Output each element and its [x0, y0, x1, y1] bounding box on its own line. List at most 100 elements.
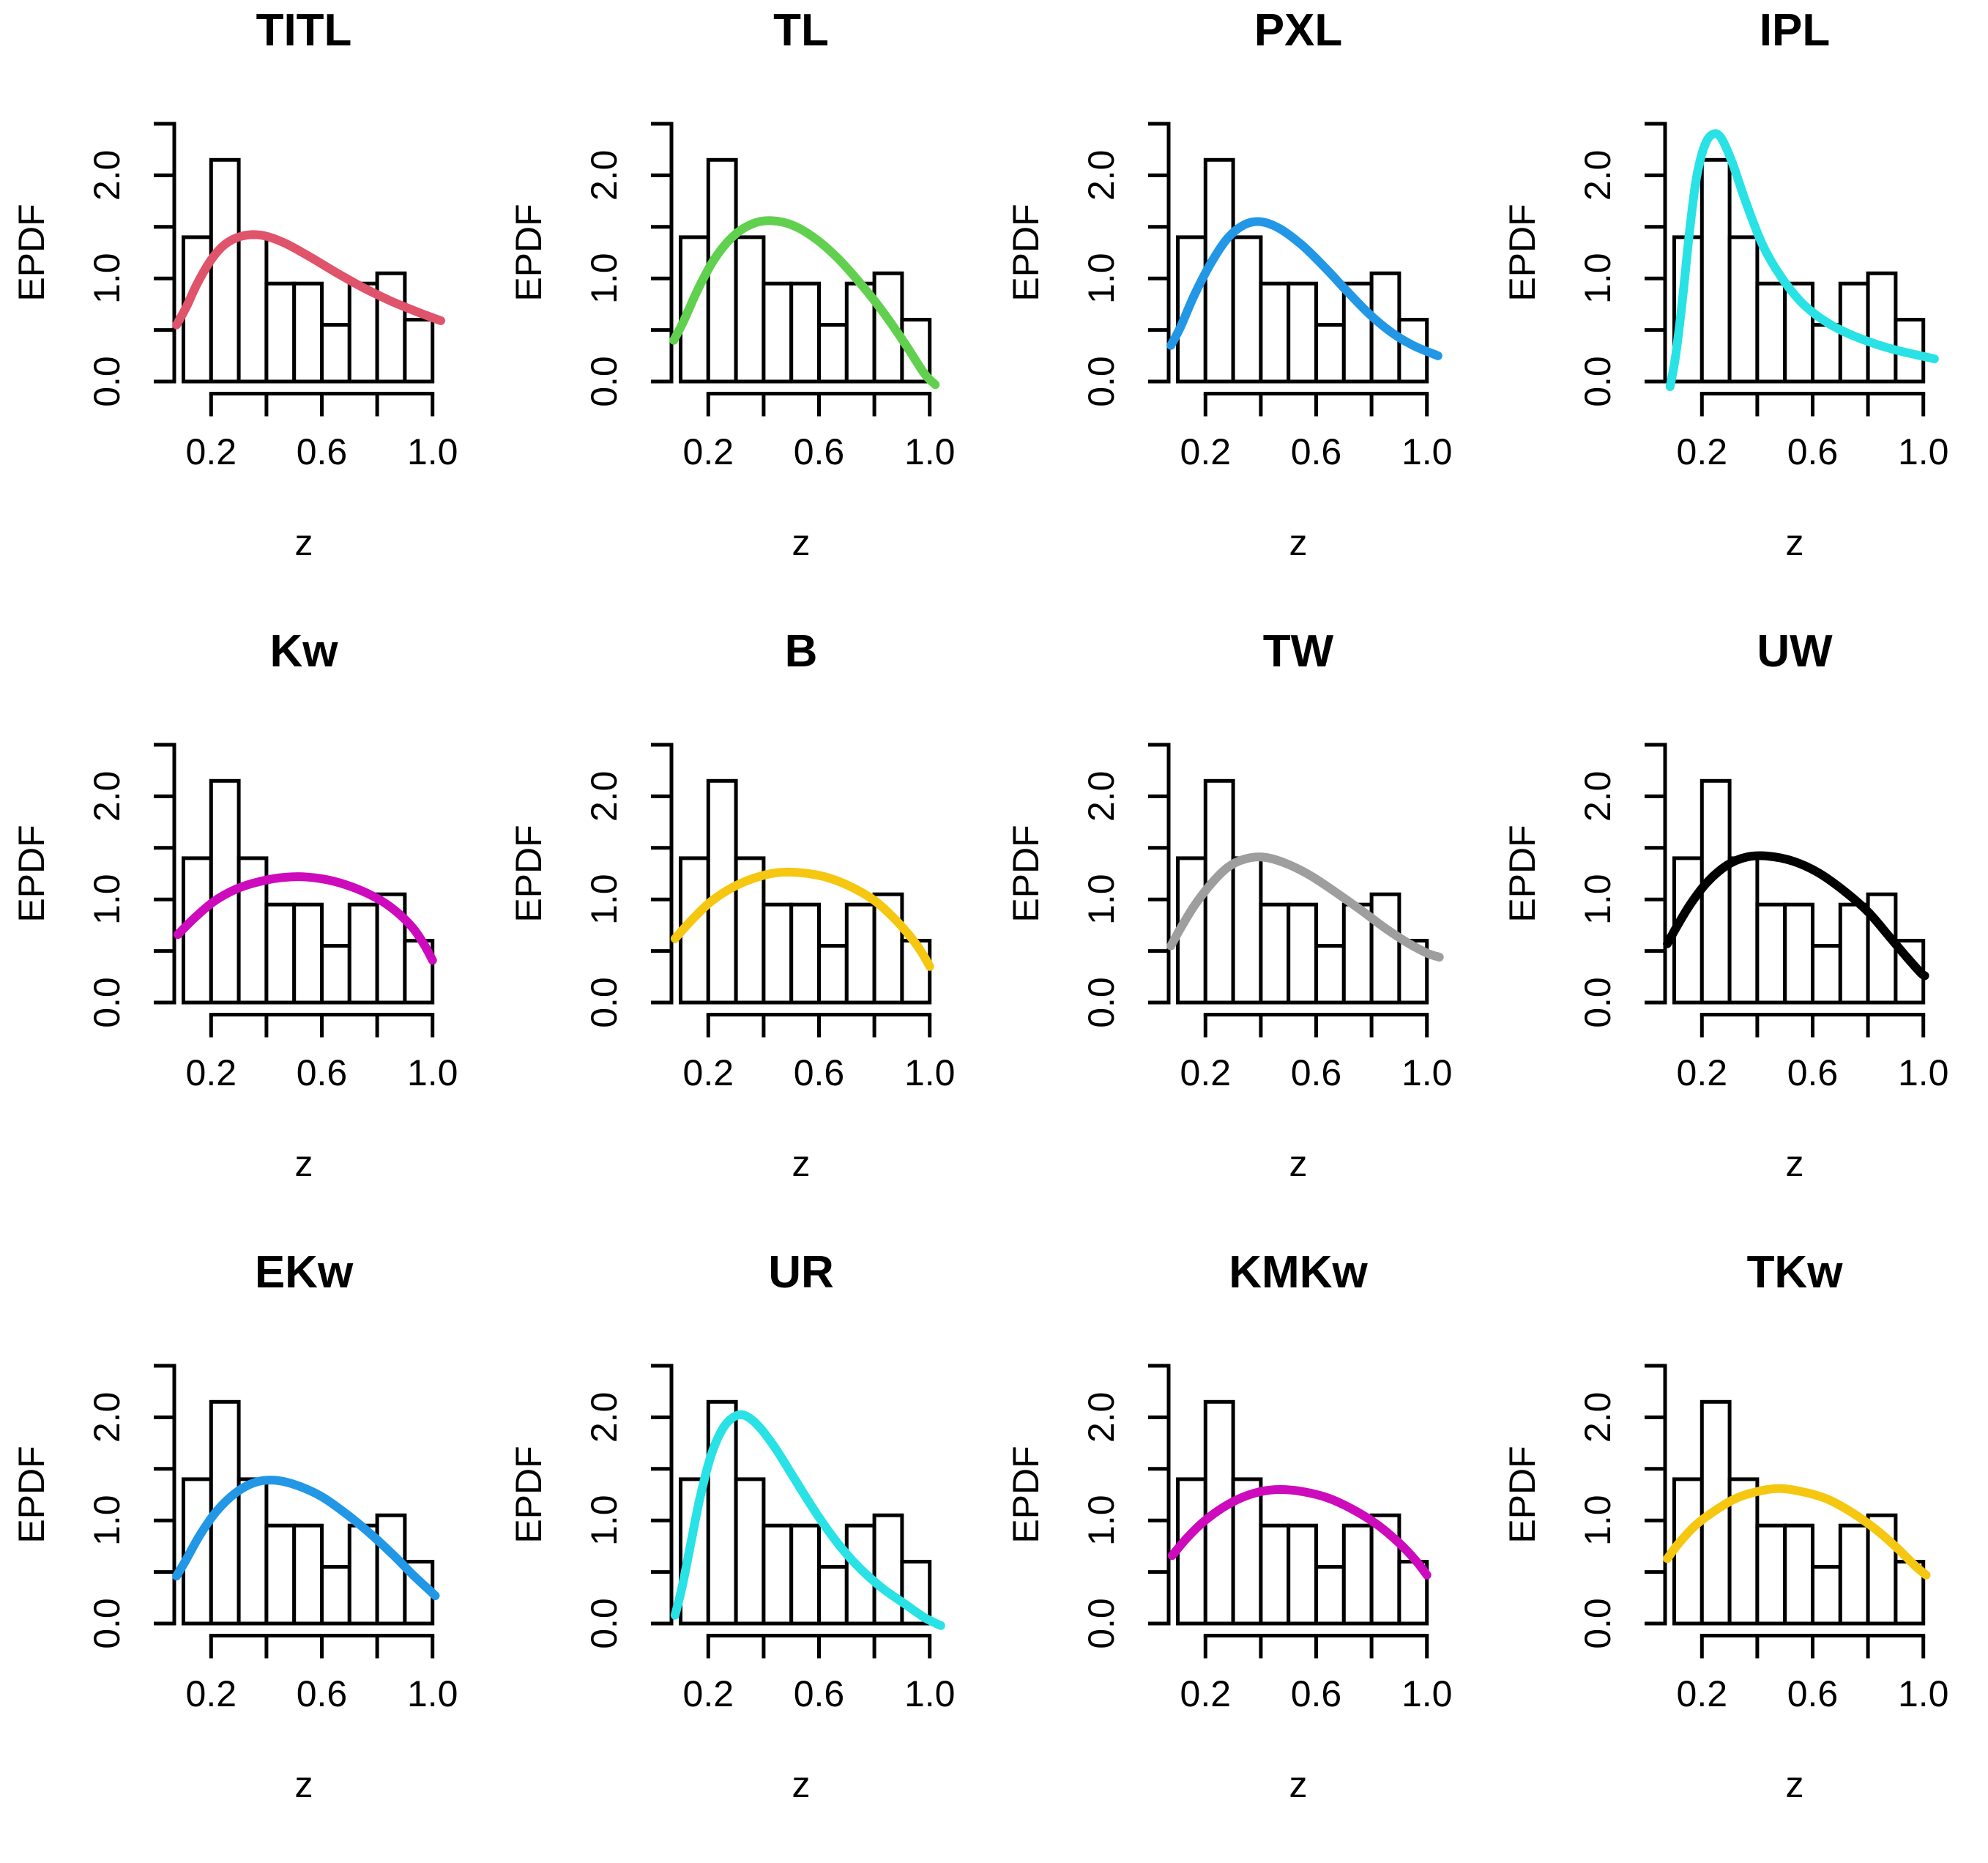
panel-title: UW [1757, 626, 1833, 677]
x-tick-label: 1.0 [904, 431, 956, 472]
y-axis-title: EPDF [508, 204, 549, 301]
density-curve-ipl [1666, 129, 1940, 391]
histogram-chart-tkw: TKw 0.0 1.0 2.0 EPDF 0.2 0.6 1.0 z [1502, 1247, 1948, 1805]
density-curve-ekw [172, 1476, 440, 1600]
x-tick-label: 0.6 [793, 1673, 844, 1714]
histogram-bar [264, 1523, 297, 1626]
panel-b: B 0.0 1.0 2.0 EPDF 0.2 0.6 1.0 z [497, 592, 994, 1213]
density-curve-tl [669, 216, 940, 390]
x-tick-label: 0.6 [297, 1052, 348, 1093]
x-tick-label: 0.2 [1677, 1052, 1728, 1093]
histogram-bar [1672, 1477, 1705, 1626]
histogram-bar [789, 281, 821, 384]
y-tick-label: 2.0 [86, 150, 127, 201]
histogram-bar [1755, 281, 1787, 384]
y-tick-label: 2.0 [584, 1392, 625, 1443]
histogram-bar [1258, 281, 1290, 384]
histogram-bar [209, 157, 241, 384]
panel-title: Kw [270, 626, 339, 677]
histogram-chart-tw: TW 0.0 1.0 2.0 EPDF 0.2 0.6 1.0 z [1005, 626, 1452, 1184]
panel-ipl: IPL 0.0 1.0 2.0 EPDF 0.2 0.6 1.0 z [1491, 0, 1988, 592]
panel-title: UR [768, 1247, 834, 1298]
histogram-bar [1314, 323, 1346, 384]
histogram-bar [320, 944, 351, 1005]
histogram-bar [1866, 271, 1898, 384]
x-tick-label: 1.0 [407, 431, 458, 472]
panel-title: B [784, 626, 817, 677]
histogram-chart-kmkw: KMKw 0.0 1.0 2.0 EPDF 0.2 0.6 1.0 z [1005, 1247, 1452, 1805]
histogram-bar [816, 323, 849, 384]
y-tick-label: 2.0 [1577, 150, 1618, 201]
x-tick-label: 0.2 [682, 431, 734, 472]
histogram-bar [1672, 856, 1705, 1005]
y-tick-label: 1.0 [1081, 253, 1122, 304]
panel-title: IPL [1760, 5, 1830, 56]
y-tick-label: 1.0 [584, 253, 625, 304]
histogram-bar [1783, 902, 1815, 1005]
y-tick-label: 0.0 [86, 1598, 127, 1649]
x-tick-label: 0.6 [1290, 1673, 1341, 1714]
x-axis-title: z [295, 1764, 313, 1805]
histogram-chart-ekw: EKw 0.0 1.0 2.0 EPDF 0.2 0.6 1.0 z [11, 1247, 458, 1805]
histogram-bar [1314, 944, 1346, 1005]
histogram-bar [1755, 1523, 1787, 1626]
histogram-bar [1286, 902, 1318, 1005]
panel-ekw: EKw 0.0 1.0 2.0 EPDF 0.2 0.6 1.0 z [0, 1213, 497, 1834]
histogram-bar [1231, 856, 1262, 1005]
histogram-bar [1369, 892, 1401, 1005]
histogram-bar [762, 902, 793, 1005]
histogram-bar [292, 902, 324, 1005]
histogram-bar [1341, 1523, 1374, 1626]
y-tick-label: 1.0 [1081, 1495, 1122, 1546]
x-axis-title: z [1786, 1143, 1804, 1184]
histogram-bar [1811, 1565, 1843, 1626]
histogram-bar [1700, 157, 1732, 384]
x-tick-label: 0.2 [186, 1052, 237, 1093]
histogram-bar [1258, 902, 1290, 1005]
x-tick-label: 1.0 [904, 1052, 956, 1093]
y-tick-label: 0.0 [86, 356, 127, 407]
x-axis-title: z [1786, 1764, 1804, 1805]
histogram-bar [264, 902, 297, 1005]
x-tick-label: 0.2 [1677, 1673, 1728, 1714]
histogram-bar [320, 323, 351, 384]
y-tick-label: 2.0 [86, 1392, 127, 1443]
histogram-bar [678, 1477, 710, 1626]
y-tick-label: 2.0 [86, 771, 127, 822]
panel-kw: Kw 0.0 1.0 2.0 EPDF 0.2 0.6 1.0 z [0, 592, 497, 1213]
histogram-bar [237, 1477, 269, 1626]
panel-title: PXL [1254, 5, 1342, 56]
y-axis-title: EPDF [1005, 825, 1046, 922]
histogram-bar [734, 235, 766, 384]
panel-pxl: PXL 0.0 1.0 2.0 EPDF 0.2 0.6 1.0 z [994, 0, 1492, 592]
y-axis-title: EPDF [508, 825, 549, 922]
y-tick-label: 0.0 [1081, 1598, 1122, 1649]
histogram-bar [844, 902, 876, 1005]
y-tick-label: 0.0 [1577, 977, 1618, 1028]
panel-uw: UW 0.0 1.0 2.0 EPDF 0.2 0.6 1.0 z [1491, 592, 1988, 1213]
y-tick-label: 1.0 [1577, 253, 1618, 304]
panel-tkw: TKw 0.0 1.0 2.0 EPDF 0.2 0.6 1.0 z [1491, 1213, 1988, 1834]
x-axis-title: z [295, 1143, 313, 1184]
histogram-bar [347, 902, 379, 1005]
y-tick-label: 1.0 [584, 874, 625, 925]
x-tick-label: 0.6 [1787, 1052, 1839, 1093]
histogram-bar [1755, 902, 1787, 1005]
histogram-chart-ipl: IPL 0.0 1.0 2.0 EPDF 0.2 0.6 1.0 z [1502, 5, 1948, 563]
x-tick-label: 0.2 [1180, 1052, 1231, 1093]
x-axis-title: z [1289, 522, 1307, 563]
density-curve-pxl [1166, 217, 1442, 360]
panel-title: TKw [1747, 1247, 1844, 1298]
histogram-bar [1811, 944, 1843, 1005]
x-axis-title: z [1786, 522, 1804, 563]
x-axis-title: z [792, 1764, 810, 1805]
y-tick-label: 0.0 [584, 1598, 625, 1649]
y-axis-title: EPDF [11, 1446, 52, 1543]
y-tick-label: 2.0 [1081, 771, 1122, 822]
x-axis-title: z [295, 522, 313, 563]
x-tick-label: 0.2 [682, 1673, 734, 1714]
y-tick-label: 1.0 [1577, 1495, 1618, 1546]
panel-title: TL [773, 5, 829, 56]
panel-tl: TL 0.0 1.0 2.0 EPDF 0.2 0.6 1.0 z [497, 0, 994, 592]
